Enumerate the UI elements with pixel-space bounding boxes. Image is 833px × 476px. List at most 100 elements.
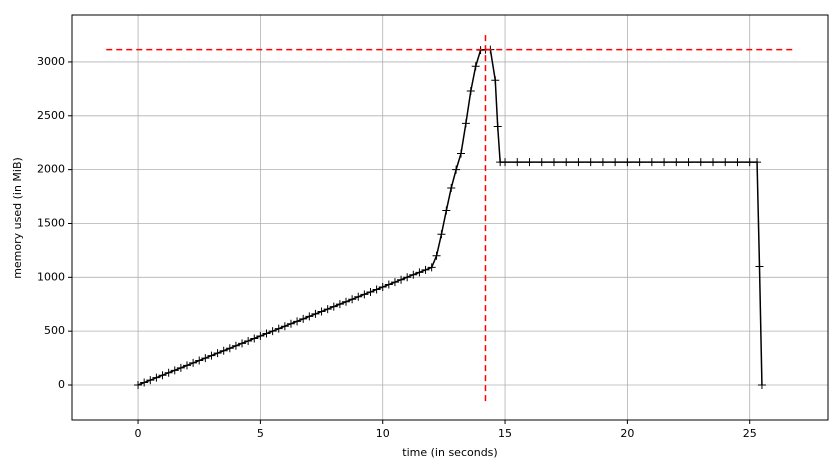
y-tick-label: 1500 [37, 216, 65, 229]
y-tick-label: 1000 [37, 270, 65, 283]
y-tick-label: 2500 [37, 109, 65, 122]
point-marker [574, 158, 583, 167]
point-marker [635, 158, 644, 167]
point-marker [397, 275, 406, 284]
point-marker [421, 265, 430, 274]
x-axis-label: time (in seconds) [402, 446, 497, 459]
point-marker [189, 358, 198, 367]
point-marker [390, 278, 399, 287]
point-marker [286, 319, 295, 328]
point-marker [195, 356, 204, 365]
point-marker [366, 287, 375, 296]
point-marker [586, 158, 595, 167]
point-marker [201, 354, 210, 363]
point-marker [293, 317, 302, 326]
point-marker [311, 309, 320, 318]
y-tick-label: 2000 [37, 163, 65, 176]
point-marker [709, 158, 718, 167]
point-marker [432, 251, 441, 260]
point-marker [755, 262, 764, 271]
point-marker [537, 158, 546, 167]
point-marker [360, 290, 369, 299]
point-marker [466, 87, 475, 96]
point-marker [182, 361, 191, 370]
point-marker [562, 158, 571, 167]
point-marker [409, 270, 418, 279]
point-marker [140, 378, 149, 387]
y-tick-label: 0 [58, 378, 65, 391]
point-marker [317, 307, 326, 316]
point-marker [134, 381, 143, 390]
point-marker [757, 381, 766, 390]
point-marker [672, 158, 681, 167]
point-marker [335, 300, 344, 309]
y-tick-label: 3000 [37, 55, 65, 68]
x-tick-label: 5 [257, 427, 264, 440]
point-marker [745, 158, 754, 167]
point-marker [721, 158, 730, 167]
point-marker [256, 332, 265, 341]
point-marker [231, 341, 240, 350]
x-tick-label: 0 [135, 427, 142, 440]
point-marker [493, 122, 502, 131]
series-line [137, 48, 763, 386]
point-marker [329, 302, 338, 311]
point-marker [491, 76, 500, 85]
point-marker [471, 62, 480, 71]
point-marker [170, 366, 179, 375]
point-marker [427, 263, 436, 272]
point-marker [461, 119, 470, 128]
point-marker [549, 158, 558, 167]
point-marker [457, 149, 466, 158]
point-marker [501, 158, 510, 167]
y-axis-label: memory used (in MiB) [11, 157, 24, 279]
point-marker [623, 158, 632, 167]
point-marker [238, 339, 247, 348]
point-marker [207, 351, 216, 360]
point-marker [403, 273, 412, 282]
point-marker [447, 183, 456, 192]
point-marker [753, 158, 762, 167]
point-marker [354, 292, 363, 301]
point-marker [262, 329, 271, 338]
point-marker [384, 280, 393, 289]
point-marker [660, 158, 669, 167]
point-marker [452, 165, 461, 174]
point-marker [342, 297, 351, 306]
point-marker [415, 268, 424, 277]
point-marker [213, 349, 222, 358]
point-marker [164, 368, 173, 377]
point-marker [378, 283, 387, 292]
point-marker [146, 376, 155, 385]
x-tick-label: 20 [620, 427, 634, 440]
point-marker [696, 158, 705, 167]
point-marker [437, 230, 446, 239]
x-tick-label: 15 [498, 427, 512, 440]
x-tick-label: 25 [743, 427, 757, 440]
point-marker [611, 158, 620, 167]
point-marker [152, 373, 161, 382]
point-marker [158, 371, 167, 380]
point-marker [225, 344, 234, 353]
point-marker [250, 334, 259, 343]
point-marker [525, 158, 534, 167]
point-marker [684, 158, 693, 167]
point-marker [219, 346, 228, 355]
point-marker [372, 285, 381, 294]
point-marker [348, 295, 357, 304]
y-tick-label: 500 [44, 324, 65, 337]
plot-frame [71, 14, 829, 421]
point-marker [176, 363, 185, 372]
point-marker [280, 322, 289, 331]
x-tick-label: 10 [376, 427, 390, 440]
point-marker [598, 158, 607, 167]
point-marker [244, 336, 253, 345]
point-marker [274, 324, 283, 333]
point-marker [305, 312, 314, 321]
point-marker [513, 158, 522, 167]
point-marker [442, 206, 451, 215]
point-marker [268, 327, 277, 336]
point-marker [733, 158, 742, 167]
